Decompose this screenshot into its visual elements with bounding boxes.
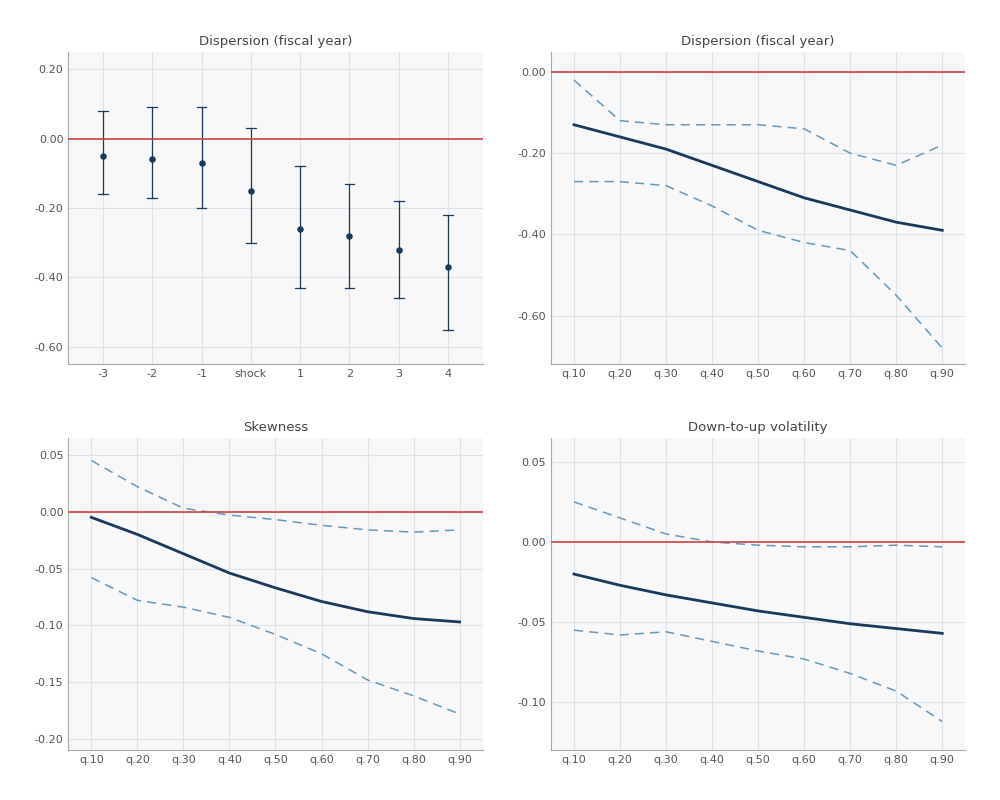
Point [341,230,357,242]
Point [391,243,407,256]
Point [194,157,210,170]
Title: Dispersion (fiscal year): Dispersion (fiscal year) [681,34,835,48]
Title: Dispersion (fiscal year): Dispersion (fiscal year) [199,34,352,48]
Point [292,222,308,235]
Point [440,261,456,274]
Point [95,150,111,162]
Title: Skewness: Skewness [243,421,308,434]
Title: Down-to-up volatility: Down-to-up volatility [688,421,828,434]
Point [144,153,160,166]
Point [243,184,259,197]
